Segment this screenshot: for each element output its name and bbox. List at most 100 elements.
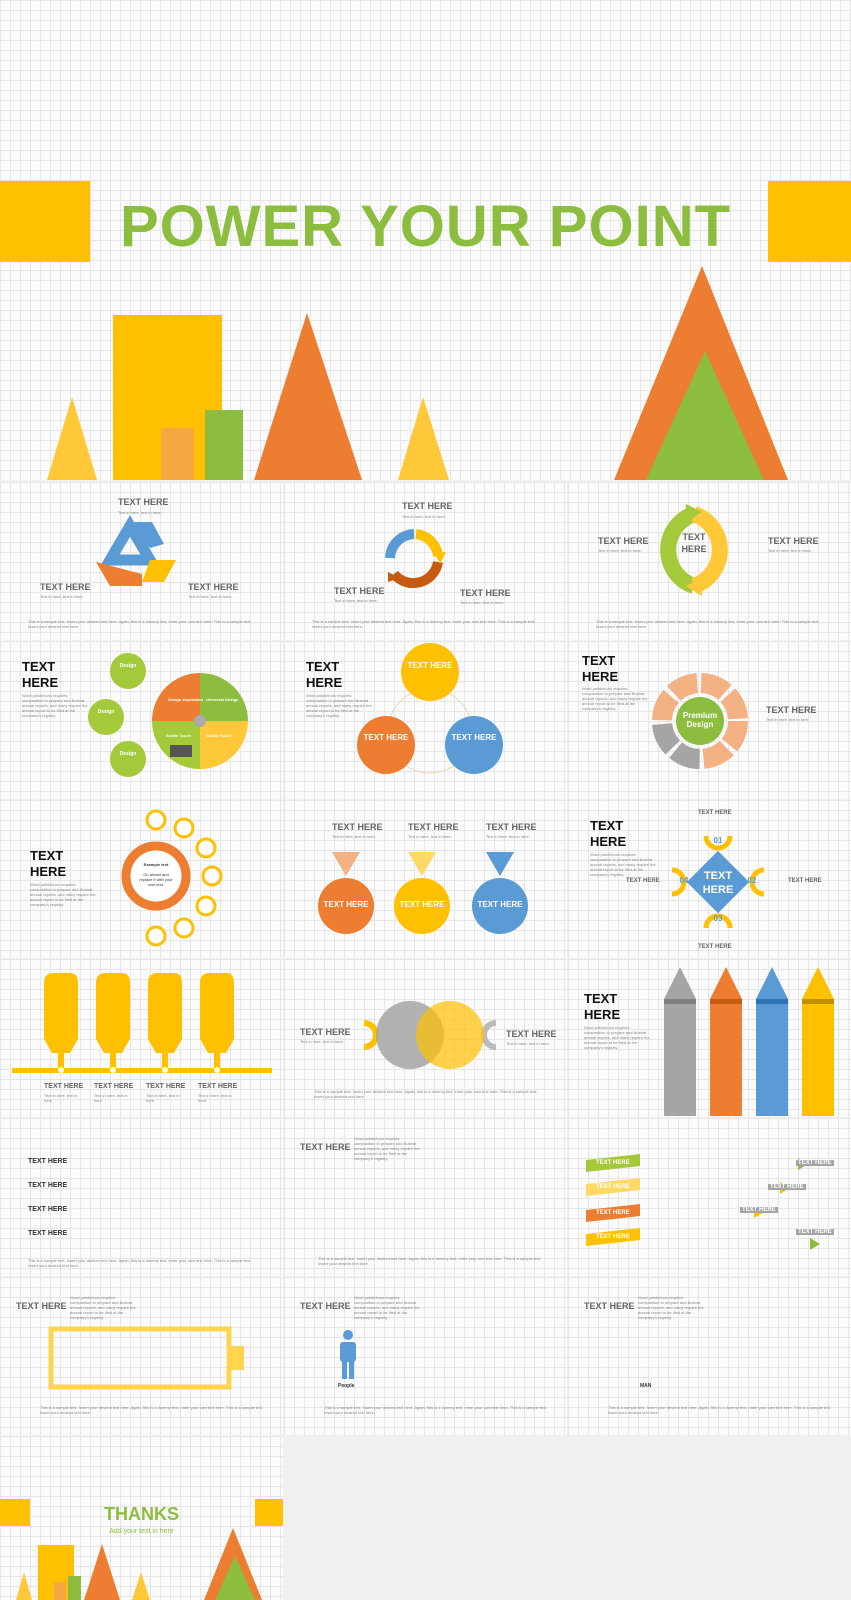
design-bubble-label: Design [119,751,137,757]
slide-people: TEXT HERE Word pofolintuns requires comp… [284,1277,567,1435]
diamond-num: 03 [713,914,723,923]
slide-premium-ring: TEXT HERE Word pofolintuns requires comp… [568,641,851,799]
slide-label-right: TEXT HERE [768,536,819,546]
slide-footer: This is a sample text. Insert your desir… [28,619,252,629]
slide-heading: HERE [22,675,59,690]
slide-heading: TEXT [590,818,624,833]
slide-heading: TEXT HERE [402,501,453,511]
slide-heading: TEXT HERE [584,1301,635,1311]
slide-heading: TEXT HERE [300,1301,351,1311]
slide-heading-para: TEXT HERE Word pofolintuns requires comp… [284,1118,567,1276]
slide-caption: Text in here, text in here. [766,717,810,722]
thanks-graphic [0,1499,283,1600]
drops-graphic [318,852,528,934]
tabs-graphic [12,973,272,1073]
diamond-graphic [671,835,765,929]
cover-triangle-large-green [646,351,764,480]
slide-footer: This is a sample text. Insert your desir… [40,1405,264,1415]
man-label: MAN [640,1383,652,1389]
slide-label-right: TEXT HERE [188,582,239,592]
drop-circle-label: TEXT HERE [323,900,369,909]
slide-heading: HERE [306,675,343,690]
thanks-subtitle: Add your text in here [109,1528,174,1535]
cover-graphic [47,266,788,480]
slide-heading: TEXT [306,659,340,674]
list-item: TEXT HERE [28,1206,68,1213]
slide-man: TEXT HERE Word pofolintuns requires comp… [568,1277,851,1435]
ribbons-graphic [586,1154,820,1250]
ring-center-label: HERE [681,544,707,554]
slide-paragraph: Word pofolintuns requires composition to… [584,1025,650,1050]
cover-slide: POWER YOUR POINT [0,0,851,480]
slide-caption: Text in here, text in here. [768,548,812,553]
slide-label-right: TEXT HERE [460,588,511,598]
slide-caption: Text in here, text in here. [334,598,378,603]
slide-heading: TEXT [30,848,64,863]
pie-label: Subtle Touch [206,733,232,738]
slide-diamond: TEXT HERE Word pofolintuns requires comp… [568,800,851,958]
slide-circular-arrows: TEXT HERE Text in here, text in here. TE… [284,482,567,640]
tab-caption: Text in here, text in here. [198,1093,232,1103]
cover-bar-small [161,428,194,480]
premium-center-label: Premium Design [682,711,718,729]
slide-footer: This is a sample text. Insert your desir… [28,1258,252,1268]
cover-yellow-square-right [768,181,851,262]
slide-three-circles: TEXT HERE Word pofolintuns requires comp… [284,641,567,799]
icon-circle-graphic [121,809,223,947]
slide-footer: This is a sample text. Insert your desir… [312,619,536,629]
circle-label: TEXT HERE [407,661,453,670]
tab-label: TEXT HERE [44,1083,84,1090]
pie-label: Universal Design [206,697,239,702]
list-item: TEXT HERE [28,1230,68,1237]
slide-caption: Text in here, text in here. [118,510,162,515]
pencils-graphic [664,967,834,1116]
slide-heading: HERE [30,864,67,879]
cover-triangle-orange [254,313,362,480]
slide-icon-circle: TEXT HERE Word pofolintuns requires comp… [0,800,283,958]
venn-graphic [363,1001,497,1069]
slide-heading: TEXT [582,653,616,668]
slide-heading: HERE [584,1007,621,1022]
slide-heading: TEXT HERE [118,497,169,507]
slide-yellow-tabs: TEXT HERE TEXT HERE TEXT HERE TEXT HERE … [0,959,283,1117]
diamond-center-label: HERE [702,884,734,896]
slide-label-left: TEXT HERE [598,536,649,546]
slide-label: TEXT HERE [408,822,459,832]
list-item: TEXT HERE [28,1182,68,1189]
cover-bar-green [205,410,243,480]
slide-caption: Text in here, text in here. [332,834,376,839]
diamond-num: 04 [679,876,689,885]
diamond-label: TEXT HERE [626,878,660,884]
tag-label: TEXT HERE [796,1229,834,1235]
venn-caption: Text in here, text in here. [300,1039,344,1044]
ribbon-label: TEXT HERE [596,1210,630,1216]
ribbon-label: TEXT HERE [596,1160,630,1166]
slide-heading: TEXT [584,991,618,1006]
slide-thanks: THANKS Add your text in here [0,1436,283,1600]
slide-heading: TEXT [22,659,56,674]
pie-label: Design Inspiration [168,697,203,702]
tab-caption: Text in here, text in here. [94,1093,128,1103]
tab-caption: Text in here, text in here. [44,1093,78,1103]
slide-paragraph: Word pofolintuns requires composition to… [354,1295,420,1320]
diamond-label: TEXT HERE [698,810,732,816]
slide-caption: Text in here, text in here. [188,594,232,599]
thanks-title: THANKS [104,1504,179,1524]
slide-caption: Text in here, text in here. [402,514,446,519]
slide-label: TEXT HERE [332,822,383,832]
slide-caption: Text in here, text in here. [408,834,452,839]
diamond-label: TEXT HERE [698,944,732,950]
slide-heading: HERE [582,669,619,684]
recycle-icon [96,515,176,586]
diamond-num: 02 [747,876,757,885]
diamond-center-label: TEXT [703,870,733,882]
slide-paragraph: Word pofolintuns requires composition to… [590,852,656,877]
slide-footer: This is a sample text. Insert your desir… [314,1089,538,1099]
cover-title: POWER YOUR POINT [119,194,732,259]
person-icon [340,1330,356,1379]
slide-caption: Text in here, text in here. [40,594,84,599]
tab-label: TEXT HERE [146,1083,186,1090]
slide-label-right: TEXT HERE [766,705,817,715]
cover-triangle-small-mid [398,397,449,480]
slide-heading: TEXT HERE [300,1142,351,1152]
